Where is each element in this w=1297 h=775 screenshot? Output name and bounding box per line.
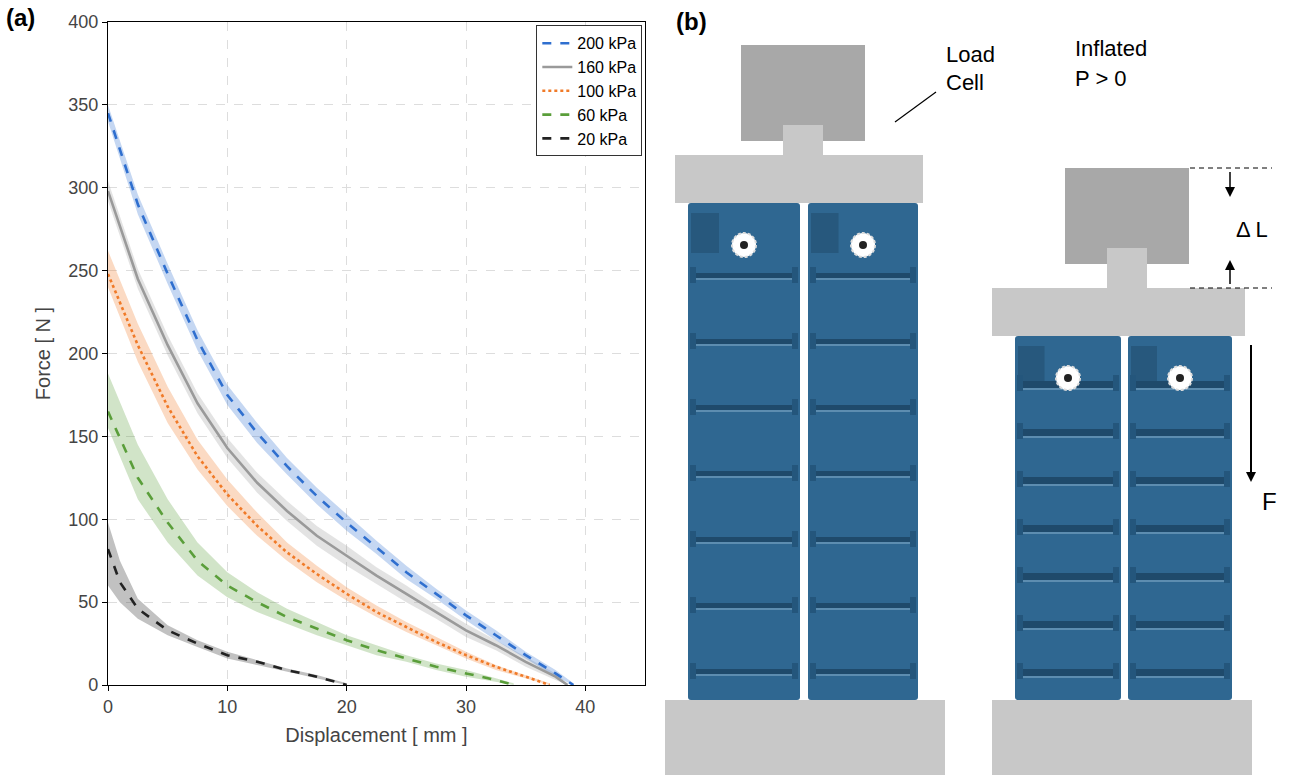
svg-text:20: 20: [337, 697, 357, 717]
svg-text:30: 30: [456, 697, 476, 717]
svg-text:60 kPa: 60 kPa: [577, 107, 627, 124]
svg-text:0: 0: [88, 675, 98, 695]
svg-text:50: 50: [78, 592, 98, 612]
svg-text:Load: Load: [946, 42, 995, 67]
svg-text:10: 10: [217, 697, 237, 717]
svg-text:200: 200: [68, 344, 98, 364]
svg-text:20 kPa: 20 kPa: [577, 131, 627, 148]
svg-text:160 kPa: 160 kPa: [577, 59, 636, 76]
svg-text:Inflated: Inflated: [1075, 36, 1147, 61]
svg-text:100 kPa: 100 kPa: [577, 83, 636, 100]
svg-text:400: 400: [68, 12, 98, 32]
svg-text:P > 0: P > 0: [1075, 66, 1127, 91]
svg-text:Cell: Cell: [946, 70, 984, 95]
svg-text:100: 100: [68, 510, 98, 530]
svg-text:Displacement [ mm ]: Displacement [ mm ]: [285, 724, 467, 746]
svg-text:(b): (b): [676, 8, 707, 35]
html-text:(a): (a): [6, 4, 36, 31]
svg-text:40: 40: [575, 697, 595, 717]
svg-text:150: 150: [68, 427, 98, 447]
svg-text:250: 250: [68, 261, 98, 281]
svg-text:0: 0: [103, 697, 113, 717]
svg-text:Force [ N ]: Force [ N ]: [32, 307, 54, 400]
svg-text:300: 300: [68, 178, 98, 198]
svg-text:200 kPa: 200 kPa: [577, 35, 636, 52]
svg-text:350: 350: [68, 95, 98, 115]
svg-text:F: F: [1262, 488, 1277, 515]
svg-text:Δ L: Δ L: [1236, 217, 1268, 242]
